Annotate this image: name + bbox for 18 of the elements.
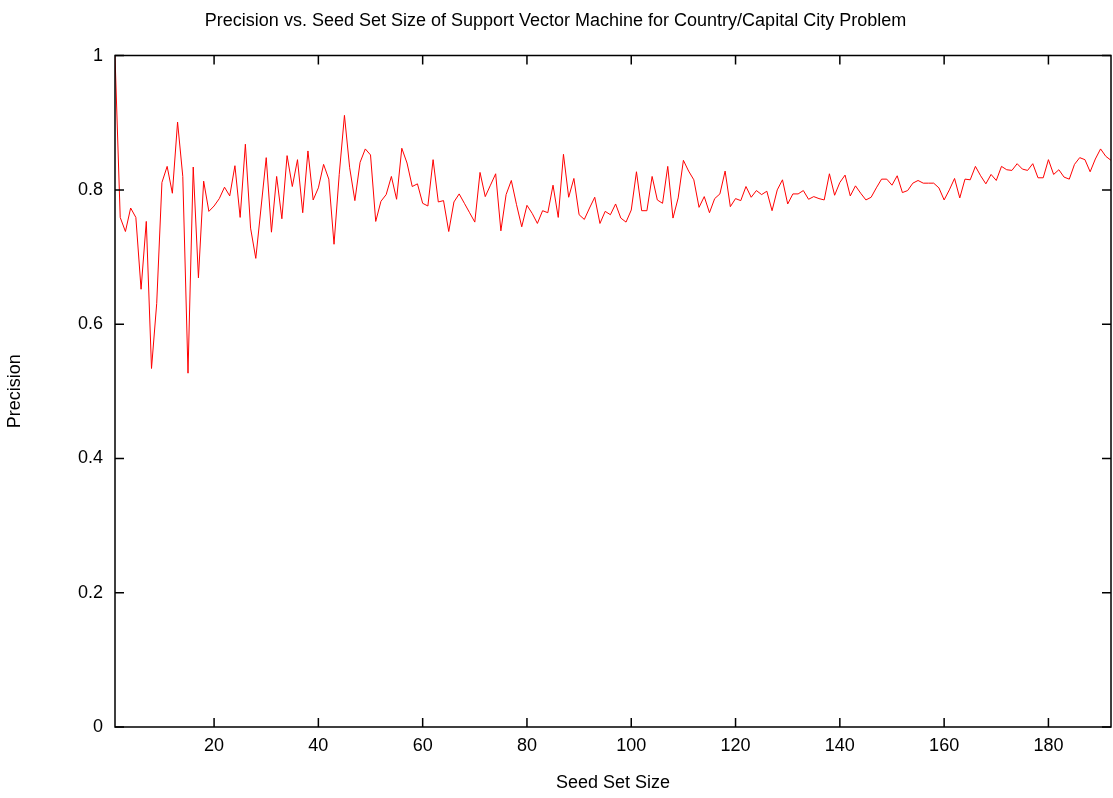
x-tick-label: 40 — [308, 734, 329, 755]
y-tick-label: 0.4 — [77, 447, 103, 468]
x-tick-label: 120 — [720, 734, 751, 755]
x-tick-label: 100 — [616, 734, 647, 755]
y-axis-title: Precision — [3, 354, 24, 429]
x-tick-label: 20 — [204, 734, 225, 755]
chart-title: Precision vs. Seed Set Size of Support Vector Machine for Country/Capital City Problem — [204, 9, 907, 30]
x-tick-label: 80 — [516, 734, 537, 755]
y-tick-label: 0.6 — [77, 313, 103, 334]
x-tick-label: 180 — [1033, 734, 1064, 755]
x-axis-title: Seed Set Size — [555, 772, 671, 793]
x-tick-label: 60 — [412, 734, 433, 755]
y-tick-label: 0 — [92, 715, 103, 736]
y-tick-label: 0.2 — [77, 581, 103, 602]
y-tick-label: 0.8 — [77, 178, 103, 199]
x-tick-label: 160 — [929, 734, 960, 755]
y-tick-label: 1 — [92, 44, 103, 65]
x-tick-label: 140 — [824, 734, 855, 755]
